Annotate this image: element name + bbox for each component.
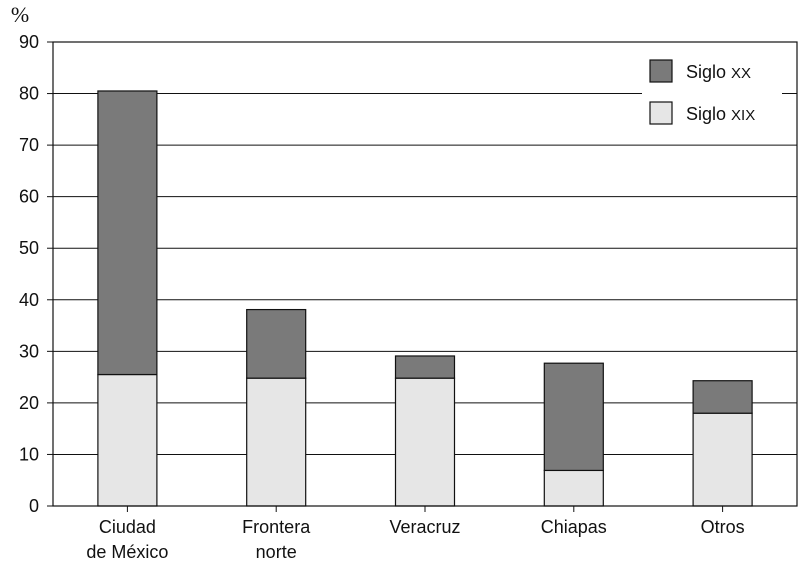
category-label: Ciudad	[99, 517, 156, 537]
legend-swatch	[649, 101, 673, 125]
bar-segment-siglo-xix	[246, 377, 307, 507]
y-tick-label: 10	[19, 444, 39, 464]
bar-segment-siglo-xx	[543, 362, 604, 472]
legend-label: Siglo XX	[686, 62, 751, 82]
bar-segment-siglo-xx	[692, 380, 753, 414]
bar-segment-siglo-xix	[692, 412, 753, 507]
bar-segment-siglo-xx	[246, 308, 307, 379]
category-label: Otros	[701, 517, 745, 537]
category-label: de México	[86, 542, 168, 562]
bar-segment-siglo-xx	[97, 90, 158, 376]
bar-segment-siglo-xx	[394, 355, 456, 379]
legend-swatch	[649, 59, 673, 83]
bar-segment-siglo-xix	[97, 373, 158, 507]
category-label: Veracruz	[389, 517, 460, 537]
category-label: norte	[256, 542, 297, 562]
y-tick-label: 0	[29, 496, 39, 516]
y-tick-label: 80	[19, 84, 39, 104]
y-tick-label: 90	[19, 32, 39, 52]
y-tick-label: 70	[19, 135, 39, 155]
plot-border	[52, 41, 798, 507]
bar-segment-siglo-xix	[543, 469, 604, 507]
category-label: Chiapas	[541, 517, 607, 537]
bar-segment-siglo-xix	[394, 377, 456, 507]
category-label: Frontera	[242, 517, 311, 537]
y-tick-label: 60	[19, 187, 39, 207]
legend-label: Siglo XIX	[686, 104, 755, 124]
y-tick-label: 20	[19, 393, 39, 413]
y-axis-unit-label: %	[11, 2, 29, 27]
y-tick-label: 40	[19, 290, 39, 310]
y-tick-label: 30	[19, 341, 39, 361]
y-tick-label: 50	[19, 238, 39, 258]
